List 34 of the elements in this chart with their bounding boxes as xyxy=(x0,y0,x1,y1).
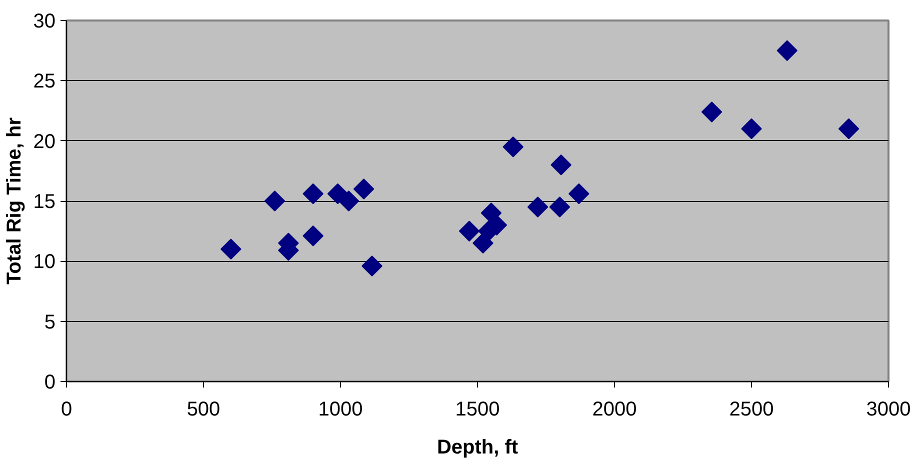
point xyxy=(838,118,860,140)
point xyxy=(527,196,548,218)
x-tick-label: 500 xyxy=(186,398,220,420)
point xyxy=(264,190,286,212)
point xyxy=(458,220,480,242)
point xyxy=(302,183,324,204)
y-tick-label: 10 xyxy=(33,251,56,274)
point xyxy=(362,256,382,276)
y-tick-label: 0 xyxy=(44,372,56,394)
x-tick-label: 2000 xyxy=(592,398,637,420)
point xyxy=(776,40,798,61)
point xyxy=(741,118,762,140)
y-axis-title: Total Rig Time, hr xyxy=(3,117,26,285)
y-tick-label: 20 xyxy=(33,130,56,153)
x-tick-label: 1500 xyxy=(455,398,500,420)
point xyxy=(701,102,722,122)
point xyxy=(353,178,374,200)
x-tick-label: 1000 xyxy=(318,398,363,420)
point xyxy=(549,196,570,218)
point xyxy=(302,225,324,246)
x-tick-label: 3000 xyxy=(866,398,911,420)
x-axis-title: Depth, ft xyxy=(436,436,518,458)
point xyxy=(550,154,572,176)
point xyxy=(338,190,360,212)
x-tick-label: 0 xyxy=(60,398,72,420)
y-tick-label: 15 xyxy=(33,191,56,213)
point xyxy=(220,238,242,260)
point xyxy=(502,136,524,158)
y-tick-label: 25 xyxy=(33,70,56,93)
y-tick-label: 5 xyxy=(44,311,56,334)
point xyxy=(327,183,348,204)
point xyxy=(568,183,590,204)
y-tick-label: 30 xyxy=(33,10,56,32)
x-tick-label: 2500 xyxy=(729,398,774,420)
